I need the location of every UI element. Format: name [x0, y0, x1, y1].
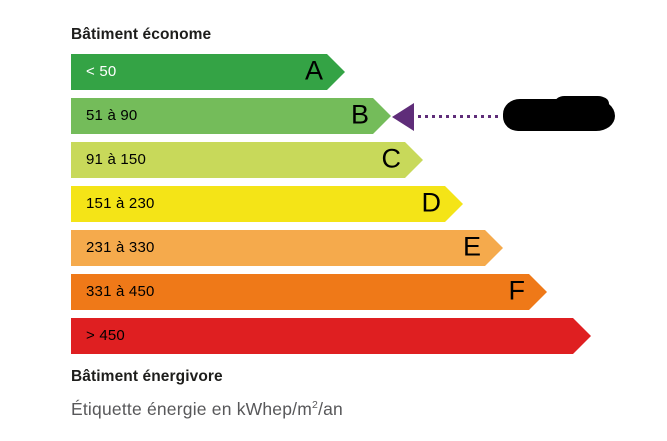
energy-band-range-label: > 450 — [86, 327, 125, 345]
energy-band-letter: E — [462, 231, 481, 262]
energy-band-d: 151 à 230 D — [71, 186, 463, 222]
energy-band-list: < 50 A 51 à 90 B 91 à 150 C 151 à 230 D 231 à 33… — [71, 54, 631, 362]
energy-band-b: 51 à 90 B — [71, 98, 391, 134]
caption-economical-building: Bâtiment économe — [71, 26, 212, 43]
energy-band-row: < 50 A — [71, 54, 631, 90]
energy-band-range-label: < 50 — [86, 63, 117, 81]
energy-band-range-label: 331 à 450 — [86, 283, 155, 301]
energy-band-row: 51 à 90 B — [71, 98, 631, 134]
energy-band-g: > 450 — [71, 318, 591, 354]
energy-band-c: 91 à 150 C — [71, 142, 423, 178]
energy-band-f: 331 à 450 F — [71, 274, 547, 310]
energy-band-letter: A — [304, 55, 323, 86]
caption-energy-hungry-building: Bâtiment énergivore — [71, 368, 223, 385]
energy-band-e: 231 à 330 E — [71, 230, 503, 266]
caption-energy-unit-exponent: 2 — [312, 399, 319, 412]
energy-band-letter: F — [508, 275, 525, 306]
energy-band-range-label: 151 à 230 — [86, 195, 155, 213]
energy-band-row: 151 à 230 D — [71, 186, 631, 222]
energy-band-range-label: 51 à 90 — [86, 107, 138, 125]
energy-band-row: 331 à 450 F — [71, 274, 631, 310]
energy-band-row: > 450 — [71, 318, 631, 354]
energy-band-letter: D — [421, 187, 441, 218]
band-pointer-arrow-icon — [392, 103, 414, 131]
caption-energy-unit-prefix: Étiquette énergie en kWhep/m — [71, 399, 313, 419]
energy-band-letter: C — [381, 143, 401, 174]
energy-band-range-label: 231 à 330 — [86, 239, 155, 257]
energy-band-range-label: 91 à 150 — [86, 151, 146, 169]
energy-band-a: < 50 A — [71, 54, 345, 90]
band-pointer-dotted-leader — [418, 115, 502, 118]
redacted-value-blob — [503, 96, 615, 131]
energy-band-row: 91 à 150 C — [71, 142, 631, 178]
energy-band-letter: B — [350, 99, 369, 130]
caption-energy-unit: Étiquette énergie en kWhep/m2/an — [71, 399, 343, 420]
energy-band-row: 231 à 330 E — [71, 230, 631, 266]
caption-energy-unit-suffix: /an — [318, 399, 343, 419]
